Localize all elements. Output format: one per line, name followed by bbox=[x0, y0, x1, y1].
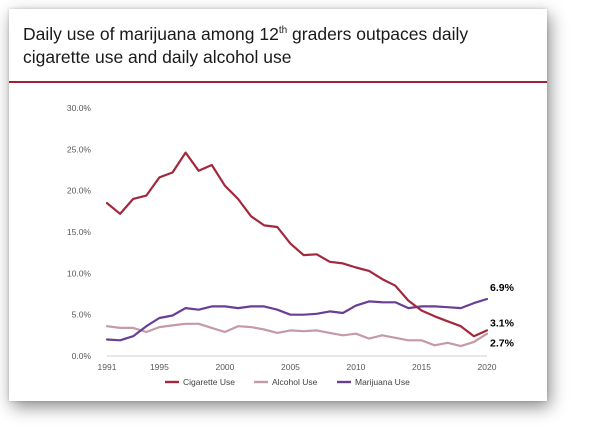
x-tick-label: 2020 bbox=[478, 362, 497, 372]
chart-legend: Cigarette Use Alcohol Use Marijuana Use bbox=[165, 377, 410, 387]
chart-card: Daily use of marijuana among 12th grader… bbox=[9, 9, 547, 401]
y-tick-label: 5.0% bbox=[72, 310, 92, 320]
x-axis: 1991 1995 2000 2005 2010 2015 2020 bbox=[98, 355, 497, 372]
alcohol-use-legend-label: Alcohol Use bbox=[272, 377, 318, 387]
title-text-end: graders outpaces daily cigarette use and… bbox=[23, 24, 469, 67]
cigarette-use-legend-label: Cigarette Use bbox=[183, 377, 235, 387]
title-divider bbox=[9, 81, 547, 83]
chart-title: Daily use of marijuana among 12th grader… bbox=[23, 23, 538, 69]
y-axis: 0.0% 5.0% 10.0% 15.0% 20.0% 25.0% 30.0% bbox=[67, 103, 92, 361]
marijuana-use-legend-label: Marijuana Use bbox=[355, 377, 410, 387]
title-superscript: th bbox=[278, 25, 288, 37]
alcohol-use-line bbox=[105, 322, 489, 348]
alcohol-use-end-label: 2.7% bbox=[490, 338, 515, 350]
x-tick-label: 1995 bbox=[150, 362, 169, 372]
y-tick-label: 30.0% bbox=[67, 103, 92, 113]
title-text-start: Daily use of marijuana among 12 bbox=[23, 24, 279, 44]
series-lines bbox=[105, 151, 489, 348]
x-tick-label: 2000 bbox=[215, 362, 234, 372]
end-labels: 3.1% 2.7% 6.9% bbox=[490, 282, 515, 350]
cigarette-use-end-label: 3.1% bbox=[490, 317, 515, 329]
y-tick-label: 15.0% bbox=[67, 227, 92, 237]
x-tick-label: 1991 bbox=[98, 362, 117, 372]
y-tick-label: 0.0% bbox=[72, 351, 92, 361]
marijuana-use-end-label: 6.9% bbox=[490, 282, 515, 294]
x-tick-label: 2005 bbox=[281, 362, 300, 372]
line-chart: 0.0%5.0%10.0%15.0%20.0%25.0%30.0% 1991 19… bbox=[67, 103, 515, 387]
cigarette-use-line bbox=[105, 151, 489, 338]
y-tick-label: 20.0% bbox=[67, 186, 92, 196]
marijuana-use-line bbox=[105, 297, 489, 342]
y-tick-label: 10.0% bbox=[67, 268, 92, 278]
x-tick-label: 2010 bbox=[347, 362, 366, 372]
y-tick-label: 25.0% bbox=[67, 144, 92, 154]
x-tick-label: 2015 bbox=[412, 362, 431, 372]
